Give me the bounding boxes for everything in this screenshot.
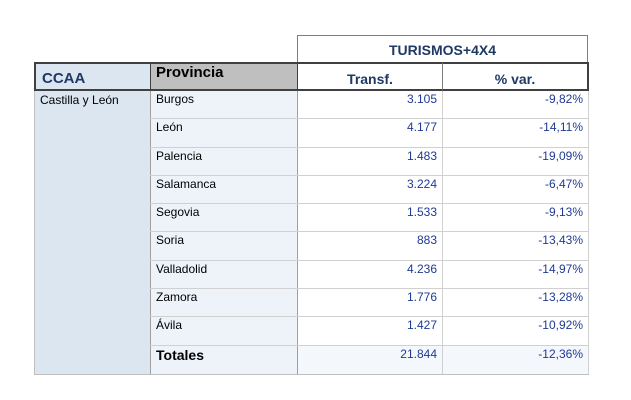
- var-cell: -9,82%: [443, 91, 589, 119]
- provincia-cell: Palencia: [150, 147, 298, 175]
- transf-cell: 4.177: [298, 119, 443, 147]
- var-cell: -13,28%: [443, 289, 589, 317]
- var-cell: -13,43%: [443, 232, 589, 260]
- table-row: Ávila 1.427 -10,92%: [150, 317, 589, 346]
- table-row: Burgos 3.105 -9,82%: [150, 91, 589, 120]
- table-row: Segovia 1.533 -9,13%: [150, 204, 589, 233]
- header-var: % var.: [443, 62, 589, 91]
- provincia-cell: Soria: [150, 232, 298, 260]
- table-row: Palencia 1.483 -19,09%: [150, 147, 589, 176]
- total-var: -12,36%: [443, 345, 589, 374]
- var-cell: -9,13%: [443, 204, 589, 232]
- provincia-cell: Ávila: [150, 317, 298, 345]
- var-cell: -14,97%: [443, 260, 589, 289]
- transf-cell: 1.427: [298, 317, 443, 345]
- transf-cell: 3.105: [298, 91, 443, 119]
- transf-cell: 4.236: [298, 260, 443, 289]
- provincia-cell: Valladolid: [150, 260, 298, 289]
- var-cell: -14,11%: [443, 119, 589, 147]
- total-transf: 21.844: [298, 345, 443, 374]
- ccaa-column: Castilla y León: [34, 91, 150, 375]
- var-cell: -6,47%: [443, 175, 589, 204]
- ccaa-value: Castilla y León: [40, 93, 119, 107]
- var-cell: -10,92%: [443, 317, 589, 345]
- total-label: Totales: [150, 345, 298, 374]
- table-body: Burgos 3.105 -9,82% León 4.177 -14,11% P…: [150, 91, 589, 375]
- header-provincia: Provincia: [150, 62, 298, 91]
- transf-cell: 1.533: [298, 204, 443, 232]
- table-row: Salamanca 3.224 -6,47%: [150, 175, 589, 205]
- provincia-cell: Salamanca: [150, 175, 298, 204]
- transf-cell: 883: [298, 232, 443, 260]
- header-ccaa: CCAA: [34, 62, 150, 91]
- transf-cell: 3.224: [298, 175, 443, 204]
- provincia-cell: León: [150, 119, 298, 147]
- transf-cell: 1.776: [298, 289, 443, 317]
- var-cell: -19,09%: [443, 147, 589, 175]
- provincia-cell: Burgos: [150, 91, 298, 119]
- group-header: TURISMOS+4X4: [297, 35, 588, 63]
- provincia-cell: Segovia: [150, 204, 298, 232]
- total-row: Totales 21.844 -12,36%: [150, 345, 589, 375]
- provincia-cell: Zamora: [150, 289, 298, 317]
- table-row: León 4.177 -14,11%: [150, 119, 589, 148]
- transf-cell: 1.483: [298, 147, 443, 175]
- header-transf: Transf.: [298, 62, 443, 91]
- table-row: Zamora 1.776 -13,28%: [150, 289, 589, 318]
- table-row: Soria 883 -13,43%: [150, 232, 589, 261]
- table-row: Valladolid 4.236 -14,97%: [150, 260, 589, 290]
